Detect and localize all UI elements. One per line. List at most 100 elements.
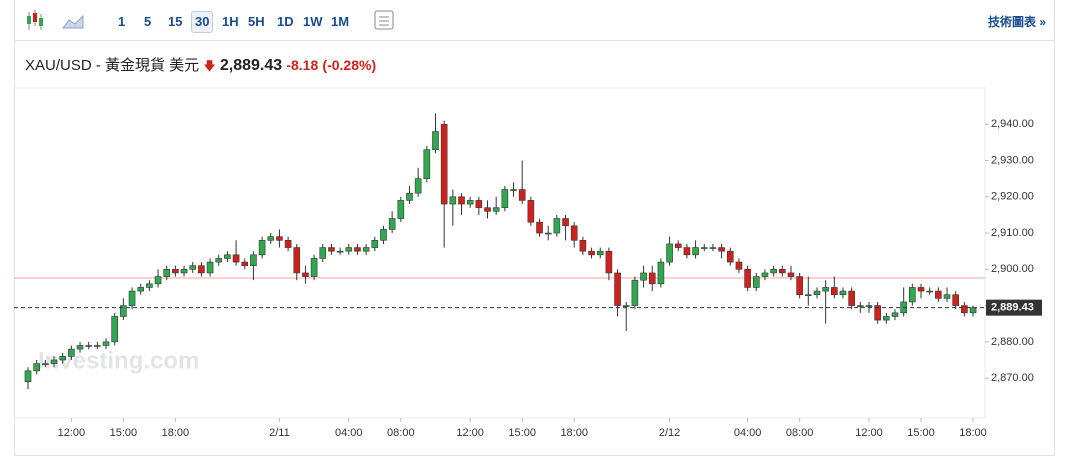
x-tick-label: 15:00 [110,427,138,439]
candle-body [700,247,708,249]
timeframe-button[interactable]: 1M [331,14,350,29]
candle-body [969,307,977,314]
candle-body [839,290,847,296]
x-tick-label: 04:00 [734,427,762,439]
candle-body [362,247,370,252]
candle-body [666,243,673,263]
y-tick-label: 2,870.00 [991,372,1034,384]
candle-body [310,258,318,277]
x-tick-label: 15:00 [907,427,935,439]
timeframe-button[interactable]: 5H [248,14,265,29]
candle-body [718,247,725,252]
timeframe-button[interactable]: 1H [222,14,239,29]
y-tick-label: 2,940.00 [991,118,1034,130]
settings-icon[interactable] [373,0,397,40]
timeframe-button[interactable]: 1W [303,14,323,29]
candle-body [761,272,769,277]
candle-body [510,189,517,191]
candle-body [536,221,543,234]
candle-body [943,294,951,299]
candle-body [345,247,353,252]
candle-body [206,261,214,274]
candle-body [752,276,760,288]
candle-body [172,269,179,274]
candle-body [726,250,734,263]
candle-body [302,272,309,277]
candle-body [68,348,75,357]
candle-body [475,200,483,208]
candle-body [831,287,838,296]
candle-body [848,290,855,306]
candle-body [640,272,647,281]
candle-body [163,269,171,277]
candle-body [267,236,275,241]
candle-body [926,290,933,293]
technical-chart-link[interactable]: 技術圖表 » [987,15,1046,29]
x-tick-label: 15:00 [508,427,536,439]
candle-body [137,287,145,292]
price: 2,889.43 [219,57,283,74]
y-tick-label: 2,880.00 [991,336,1034,348]
chart-type-icons[interactable] [23,0,103,40]
candle-body [146,283,153,288]
candle-body [42,363,49,365]
candle-body [258,240,266,256]
candle-body [909,287,916,303]
candle-body [59,356,66,361]
timeframe-button[interactable]: 15 [168,14,183,29]
candle-body [284,240,292,248]
x-tick-label: 08:00 [786,427,814,439]
candle-body [674,243,682,248]
plot-frame [13,87,986,419]
y-tick-label: 2,900.00 [991,263,1034,275]
x-tick-label: 12:00 [58,427,86,439]
quote-header: XAU/USD - 黃金現貨 美元 🡇 2,889.43 -8.18 (-0.2… [25,54,376,78]
candle-body [562,218,569,227]
timeframe-button[interactable]: 5 [144,14,152,29]
candle-body [319,247,327,259]
candle-body [874,305,881,321]
down-arrow: 🡇 [203,59,216,73]
candle-body [111,316,118,343]
symbol: XAU/USD - 黃金現貨 美元 [25,57,200,74]
y-tick-label: 2,910.00 [991,227,1034,239]
candle-body [883,316,890,321]
candle-body [276,236,283,241]
x-tick-label: 08:00 [387,427,415,439]
candle-body [336,250,344,253]
candle-body [458,196,465,205]
toolbar: 1 5 15 30 1H 5H 1D 1W 1M 技術圖表 » [15,0,1054,41]
candle-body [189,265,197,270]
candle-body [631,279,639,306]
candle-body [796,276,803,296]
y-tick-label: 2,920.00 [991,191,1034,203]
timeframe-button[interactable]: 1D [277,14,294,29]
candle-body [770,269,777,274]
candle-body [588,250,595,256]
candle-body [128,290,136,306]
candle-body [544,232,552,235]
timeframe-button[interactable]: 1 [118,14,126,29]
candle-body [33,363,40,372]
candle-body [648,272,656,285]
candle-body [822,287,829,292]
candle-body [24,370,32,383]
candle-body [622,305,630,307]
candle-body [518,189,526,201]
change: -8.18 [286,57,319,73]
candle-body [180,269,188,274]
widget: 1 5 15 30 1H 5H 1D 1W 1M 技術圖表 » XAU/USD - 黃金現貨 美… [14,0,1055,456]
candle-body [414,178,422,194]
candle-body [787,272,795,277]
timeframe-button[interactable]: 30 [191,11,214,33]
candle-body [952,294,959,306]
candle-body [857,305,864,307]
candle-body [241,261,249,266]
candle-body [735,261,743,270]
candle-body [553,218,561,234]
candle-body [683,247,691,256]
change-pct: (-0.28%) [322,57,377,73]
last-price-tag [986,299,1042,316]
candle-body [406,192,413,201]
